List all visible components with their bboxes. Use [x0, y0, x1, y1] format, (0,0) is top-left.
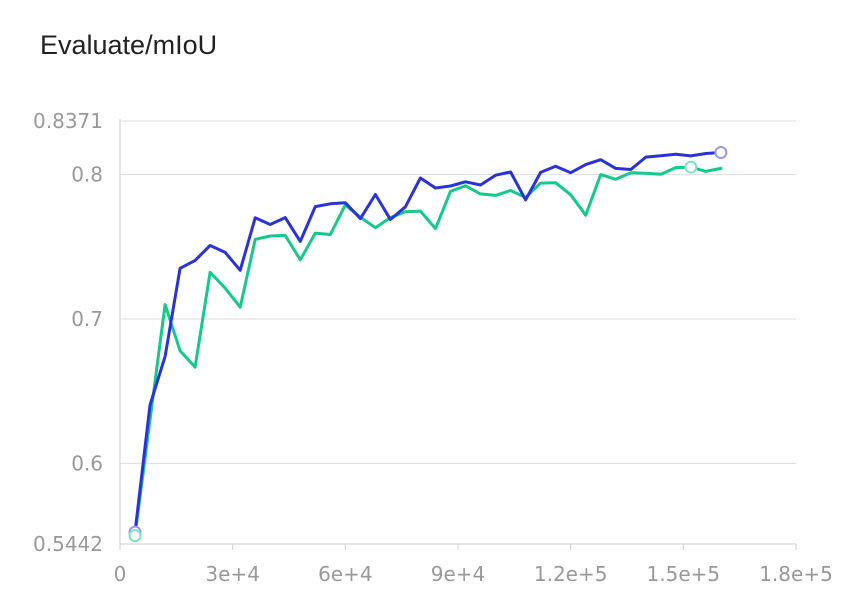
x-axis: 0 3e+4 6e+4 9e+4 1.2e+5 1.5e+5 1.8e+5 — [114, 543, 833, 586]
series-end-marker — [714, 145, 728, 159]
x-tick-label: 6e+4 — [318, 562, 373, 586]
series-line-0 — [133, 151, 723, 534]
y-tick-label: 0.8 — [71, 163, 103, 187]
y-tick-label: 0.5442 — [33, 532, 103, 556]
chart-title: Evaluate/mIoU — [40, 30, 218, 60]
x-tick-label: 3e+4 — [205, 562, 260, 586]
series-lines — [133, 151, 723, 538]
series-end-marker — [128, 529, 142, 543]
x-tick-label: 1.5e+5 — [647, 562, 721, 586]
x-tick-label: 0 — [114, 562, 127, 586]
series-end-marker — [684, 160, 698, 174]
y-tick-label: 0.8371 — [33, 109, 103, 133]
y-tick-label: 0.6 — [71, 451, 103, 475]
series-line-1 — [133, 165, 723, 538]
series-markers — [128, 145, 728, 543]
y-axis: 0.5442 0.6 0.7 0.8 0.8371 — [33, 109, 121, 556]
y-tick-label: 0.7 — [71, 307, 103, 331]
x-tick-label: 9e+4 — [431, 562, 486, 586]
x-tick-label: 1.2e+5 — [534, 562, 608, 586]
x-tick-label: 1.8e+5 — [759, 562, 833, 586]
